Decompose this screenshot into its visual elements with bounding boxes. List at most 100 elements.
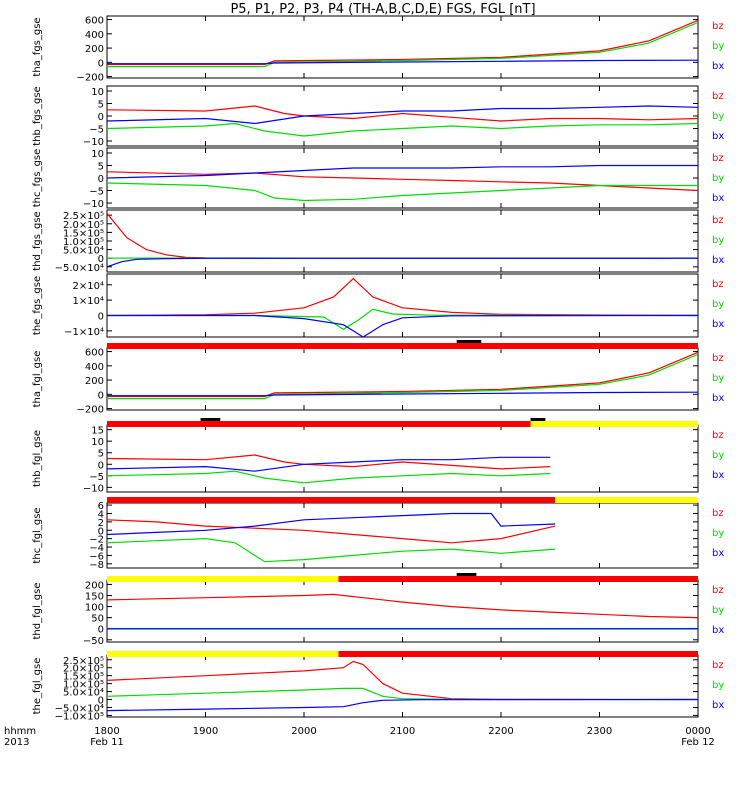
legend-bx: bx [712, 193, 724, 204]
legend-by: by [712, 528, 724, 539]
y-tick-label: 2 [98, 518, 104, 529]
series-bz [107, 277, 698, 317]
status-segment [530, 421, 698, 427]
status-bar [107, 651, 698, 657]
status-segment [107, 343, 698, 349]
status-segment [107, 651, 339, 657]
status-bar [107, 497, 698, 503]
status-segment [107, 497, 556, 503]
legend-by: by [712, 605, 724, 616]
y-tick-label: 200 [85, 44, 104, 55]
series-bx [107, 512, 556, 536]
panel-frame [106, 85, 699, 147]
x-tick-label: 1900 [193, 726, 218, 737]
y-tick-label: 5.0×10⁴ [63, 246, 104, 257]
time-row-label: hhmm [4, 726, 36, 737]
y-axis-label: tha_fgl_gse [32, 351, 43, 408]
y-tick-label: 5 [98, 449, 104, 460]
panel-thb_fgs_gse: −10−5 05 10 thb_fgs_gse bz by bx [32, 85, 724, 148]
y-tick-label: 0 [98, 254, 104, 265]
y-tick-label: −1×10⁴ [64, 327, 104, 338]
series-bz [107, 351, 698, 398]
x-tick-label: 0000 [685, 726, 710, 737]
y-tick-label: 4 [98, 509, 104, 520]
y-axis-label: the_fgs_gse [32, 276, 43, 335]
legend-bx: bx [712, 700, 724, 711]
y-axis-label: thc_fgs_gse [32, 149, 43, 208]
legend-by: by [712, 235, 724, 246]
series-bz [107, 213, 698, 259]
y-tick-label: −5.0×10⁴ [55, 703, 104, 714]
legend-bx: bx [712, 319, 724, 330]
series-bx [107, 164, 698, 179]
y-tick-label: −10 [83, 137, 104, 148]
panel-frame [106, 273, 699, 338]
y-tick-label: 1.5×10⁵ [63, 672, 104, 683]
panel-frame [106, 654, 699, 718]
y-tick-label: 400 [85, 30, 104, 41]
panel-frame [106, 347, 699, 411]
y-tick-label: 100 [85, 603, 104, 614]
series-bx [107, 698, 698, 712]
series-by [107, 687, 698, 701]
panel-tha_fgl_gse: −200 0 200 400 600 tha_fgl_gse bz by bx [32, 347, 724, 416]
y-tick-label: 0 [98, 390, 104, 401]
y-tick-label: 0 [98, 58, 104, 69]
y-tick-label: 15 [91, 426, 104, 437]
series-bz [107, 454, 551, 470]
y-tick-label: −5 [89, 472, 104, 483]
y-tick-label: 0 [98, 625, 104, 636]
series-bx [107, 105, 698, 125]
legend-bx: bx [712, 131, 724, 142]
y-tick-label: −5.0×10⁴ [55, 263, 104, 274]
status-mark [456, 340, 482, 343]
y-tick-label: 10 [91, 87, 104, 98]
y-axis-label: thc_fgl_gse [32, 507, 43, 563]
status-segment [338, 651, 698, 657]
panel-thd_fgs_gse: −5.0×10⁴05.0×10⁴1.0×10⁵1.5×10⁵2.0×10⁵2.5… [32, 209, 724, 274]
legend-bx: bx [712, 625, 724, 636]
series-by [107, 353, 698, 400]
series-by [107, 182, 698, 202]
y-tick-label: −50 [83, 636, 104, 647]
legend-bz: bz [712, 91, 724, 102]
y-axis-label: tha_fgs_gse [32, 17, 43, 76]
y-tick-label: 150 [85, 592, 104, 603]
legend-by: by [712, 373, 724, 384]
y-tick-label: −200 [77, 405, 104, 416]
y-tick-label: 2.0×10⁵ [63, 220, 104, 231]
y-tick-label: −6 [89, 551, 104, 562]
y-axis-label: the_fgl_gse [32, 658, 43, 715]
y-tick-label: 600 [85, 16, 104, 27]
y-tick-label: −5 [89, 125, 104, 136]
y-tick-label: 2.5×10⁵ [63, 211, 104, 222]
legend-bz: bz [712, 215, 724, 226]
panel-frame [106, 579, 699, 643]
y-tick-label: 0 [98, 696, 104, 707]
series-bx [107, 456, 551, 472]
panel-thc_fgs_gse: −10−5 05 10 thc_fgs_gse bz by bx [32, 147, 724, 210]
legend-bz: bz [712, 430, 724, 441]
y-tick-label: 0 [98, 311, 104, 322]
x-tick-label: 2200 [488, 726, 513, 737]
x-tick-label: 2000 [291, 726, 316, 737]
y-tick-label: 0 [98, 460, 104, 471]
y-tick-label: −10 [83, 483, 104, 494]
panel-frame [106, 209, 699, 273]
y-tick-label: −1.0×10⁵ [55, 711, 104, 722]
status-mark [456, 573, 477, 576]
y-tick-label: 1.0×10⁵ [63, 237, 104, 248]
status-bar [107, 418, 698, 427]
y-tick-label: 5 [98, 100, 104, 111]
y-tick-label: 1×10⁴ [73, 296, 104, 307]
legend-bz: bz [712, 660, 724, 671]
legend-by: by [712, 680, 724, 691]
series-bz [107, 19, 698, 66]
status-segment [555, 497, 698, 503]
y-tick-label: 5.0×10⁴ [63, 688, 104, 699]
y-tick-label: −200 [77, 73, 104, 84]
y-axis-label: thb_fgl_gse [32, 430, 43, 487]
